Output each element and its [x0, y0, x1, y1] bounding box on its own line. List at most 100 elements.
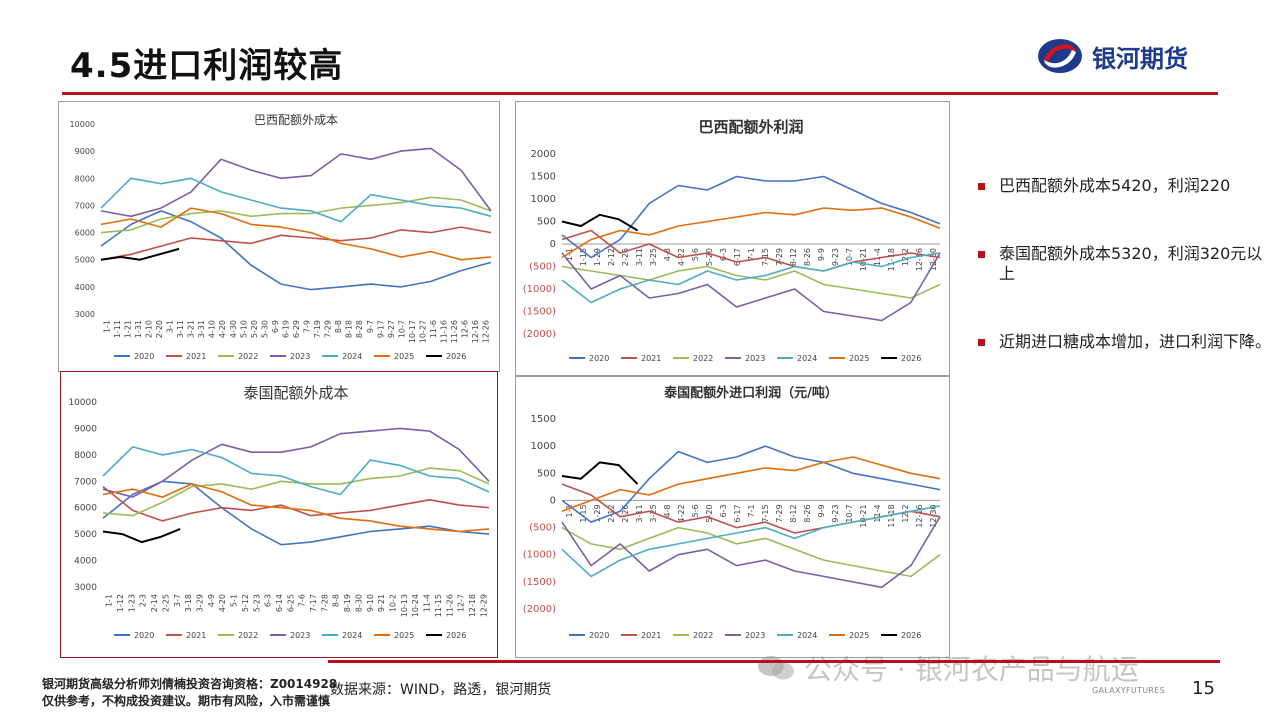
y-tick-label: 5000	[75, 256, 95, 265]
x-tick-label: 1-11	[113, 320, 122, 338]
x-tick-label: 1-15	[579, 248, 588, 266]
legend-label: 2026	[446, 631, 466, 640]
logo-text: 银河期货	[1092, 44, 1188, 73]
bullet-square-icon	[978, 251, 985, 258]
x-tick-label: 12-16	[471, 320, 480, 343]
x-tick-label: 6-3	[719, 504, 728, 517]
x-tick-label: 6-3	[264, 594, 273, 607]
series-line-2020	[102, 480, 490, 546]
x-tick-label: 2-12	[607, 248, 616, 266]
series-line-2024	[561, 252, 941, 304]
x-tick-label: 11-16	[440, 320, 449, 343]
wechat-icon	[758, 656, 794, 680]
x-tick-label: 5-30	[260, 320, 269, 338]
legend-label: 2022	[238, 631, 258, 640]
x-tick-label: 10-7	[397, 320, 406, 338]
x-tick-label: 4-9	[207, 594, 216, 607]
x-tick-label: 12-2	[901, 504, 910, 522]
series-line-2024	[561, 505, 941, 578]
y-tick-label: 500	[537, 468, 556, 479]
legend-label: 2022	[238, 352, 258, 361]
x-tick-label: 12-2	[901, 248, 910, 266]
x-tick-label: 9-17	[376, 320, 385, 338]
series-line-2020	[561, 445, 941, 523]
chart-brazil-profit: 巴西配额外利润 2000 1500 1000 500 0 (500) (1000) (1500)…	[515, 101, 950, 376]
y-tick-label: 1000	[531, 441, 556, 452]
y-tick-label: 1500	[531, 414, 556, 425]
x-tick-label: 2-20	[155, 320, 164, 338]
x-tick-label: 8-19	[343, 594, 352, 612]
x-tick-label: 11-18	[887, 504, 896, 527]
y-tick-label: 500	[537, 217, 556, 228]
footer-divider	[328, 660, 1220, 663]
y-tick-label: 5000	[74, 530, 97, 540]
x-tick-label: 8-26	[803, 248, 812, 266]
x-tick-label: 2-26	[621, 504, 630, 522]
x-tick-label: 1-1	[565, 248, 574, 261]
legend-label: 2024	[342, 352, 362, 361]
disclaimer: 银河期货高级分析师刘倩楠投资咨询资格：Z0014928 仅供参考，不构成投资建议…	[42, 676, 337, 710]
x-tick-label: 6-29	[292, 320, 301, 338]
y-tick-label: 3000	[75, 310, 95, 319]
x-tick-label: 9-21	[377, 594, 386, 612]
x-tick-label: 7-19	[313, 320, 322, 338]
series-line-2022	[100, 196, 492, 234]
x-tick-label: 6-14	[275, 594, 284, 612]
page-number: 15	[1192, 678, 1215, 699]
x-tick-label: 11-4	[873, 504, 882, 522]
x-tick-label: 10-17	[408, 320, 417, 343]
y-tick-label: 0	[550, 239, 556, 250]
y-tick-label: (1500)	[523, 307, 556, 318]
x-tick-label: 3-1	[166, 320, 175, 333]
legend-label: 2024	[342, 631, 362, 640]
disclaimer-line-1: 银河期货高级分析师刘倩楠投资咨询资格：Z0014928	[42, 677, 338, 691]
y-tick-label: 3000	[74, 583, 97, 593]
y-tick-label: 1500	[531, 172, 556, 183]
x-tick-label: 5-23	[252, 594, 261, 612]
x-tick-label: 10-24	[411, 594, 420, 617]
x-tick-label: 5-20	[705, 504, 714, 522]
series-line-2026	[561, 213, 639, 232]
x-tick-label: 8-12	[789, 248, 798, 266]
legend-label: 2020	[134, 352, 154, 361]
legend-label: 2024	[797, 631, 817, 640]
x-tick-label: 10-13	[400, 594, 409, 617]
x-tick-label: 8-8	[334, 320, 343, 333]
page-title: 4.5进口利润较高	[70, 46, 344, 86]
x-tick-label: 9-10	[366, 594, 375, 612]
x-tick-label: 12-7	[457, 594, 466, 612]
legend-label: 2024	[797, 354, 817, 363]
x-tick-label: 4-20	[218, 320, 227, 338]
bullet-square-icon	[978, 183, 985, 190]
x-tick-label: 1-1	[102, 320, 111, 333]
chart-title: 泰国配额外进口利润（元/吨）	[663, 385, 838, 401]
summary-bullets: 巴西配额外成本5420，利润220 泰国配额外成本5320，利润320元以上 近…	[978, 176, 1273, 400]
legend-label: 2025	[849, 631, 869, 640]
company-logo: 银河期货	[1036, 34, 1188, 78]
x-tick-label: 12-6	[461, 320, 470, 338]
y-tick-label: 6000	[75, 229, 95, 238]
x-tick-label: 7-28	[320, 594, 329, 612]
x-tick-label: 11-26	[450, 320, 459, 343]
chart-title: 巴西配额外成本	[254, 113, 338, 127]
legend-label: 2023	[290, 352, 310, 361]
x-tick-label: 3-29	[196, 594, 205, 612]
legend-label: 2020	[134, 631, 154, 640]
legend-label: 2022	[693, 354, 713, 363]
x-tick-label: 7-9	[303, 320, 312, 333]
y-tick-label: 7000	[74, 477, 97, 487]
x-tick-label: 7-6	[298, 594, 307, 607]
x-tick-label: 10-7	[845, 248, 854, 266]
x-tick-label: 9-27	[387, 320, 396, 338]
x-tick-label: 2-12	[607, 504, 616, 522]
series-line-2025	[102, 483, 490, 533]
y-tick-label: 9000	[75, 147, 95, 156]
disclaimer-line-2: 仅供参考，不构成投资建议。期市有风险，入市需谨慎	[42, 694, 331, 708]
x-tick-label: 1-21	[123, 320, 132, 338]
bullet-text: 巴西配额外成本5420，利润220	[999, 176, 1231, 195]
legend-label: 2026	[901, 354, 921, 363]
x-tick-label: 9-7	[366, 320, 375, 333]
x-tick-label: 6-9	[271, 320, 280, 333]
chart-thailand-profit: 泰国配额外进口利润（元/吨） 1500 1000 500 0 (500) (1000) (15…	[515, 376, 950, 658]
series-line-2023	[561, 516, 941, 589]
